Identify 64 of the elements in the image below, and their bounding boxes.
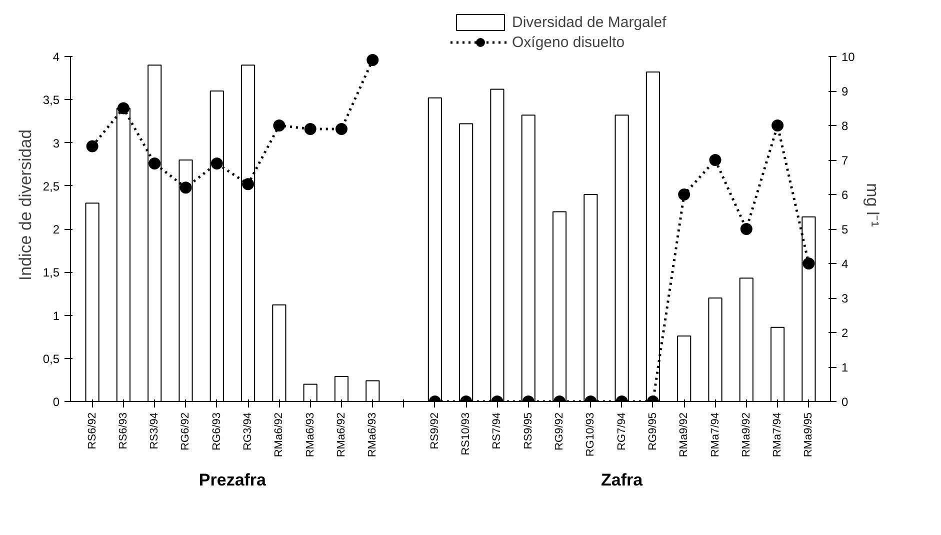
y-tick-label: 0 — [52, 395, 60, 409]
y2-axis-title: mg l⁻¹ — [862, 183, 882, 228]
y2-tick-label: 7 — [842, 154, 848, 168]
y-tick-label: 2 — [52, 222, 60, 236]
legend-label: Diversidad de Margalef — [512, 14, 666, 30]
y-tick-label: 3 — [52, 136, 60, 150]
x-tick-label: RS3/94 — [148, 412, 161, 450]
point — [802, 258, 815, 270]
x-tick-label: RMa7/94 — [772, 412, 784, 458]
y2-tick-label: 4 — [842, 257, 848, 271]
point — [740, 223, 752, 235]
text: Zafra — [601, 470, 644, 490]
y-axis-title: Indice de diversidad — [16, 129, 35, 281]
point — [86, 140, 98, 152]
x-tick-label: RS6/93 — [117, 412, 130, 450]
y2-tick-label: 10 — [842, 50, 856, 64]
x-tick-label: RG6/93 — [210, 412, 223, 450]
x-tick-label: RMa6/93 — [304, 412, 316, 458]
y2-tick-label: 8 — [842, 119, 848, 133]
y-tick-label: 3,5 — [42, 93, 60, 108]
point — [709, 154, 722, 166]
point — [180, 182, 192, 194]
x-tick-label: RS6/92 — [86, 412, 98, 450]
x-tick-label: RMa9/92 — [678, 412, 690, 458]
x-tick-label: RG9/92 — [554, 412, 566, 450]
x-tick-label: RMa6/92 — [273, 412, 286, 458]
point — [335, 122, 348, 135]
y2-tick-label: 3 — [842, 292, 848, 306]
y-tick-label: 0,5 — [42, 352, 60, 366]
y2-tick-label: 2 — [842, 326, 848, 340]
x-tick-label: RS9/92 — [428, 412, 441, 450]
x-tick-label: RG7/94 — [616, 412, 628, 450]
x-tick-label: RG9/95 — [646, 412, 659, 450]
y-tick-label: 1 — [52, 308, 60, 323]
point — [117, 102, 130, 114]
y2-tick-label: 0 — [842, 395, 848, 409]
x-tick-label: RG3/94 — [242, 412, 254, 450]
text: Prezafra — [198, 470, 267, 490]
y-tick-label: 2,5 — [42, 179, 60, 194]
y-tick-label: 4 — [52, 50, 60, 64]
legend-label: Oxígeno disuelto — [512, 34, 625, 50]
x-tick-label: RMa6/92 — [335, 412, 348, 458]
y2-tick-label: 6 — [842, 188, 848, 202]
x-tick-label: RS9/95 — [522, 412, 534, 450]
point — [772, 120, 784, 132]
x-tick-label: RS7/94 — [491, 412, 504, 450]
point — [678, 188, 690, 200]
point — [242, 178, 254, 190]
x-tick-label: RMa9/95 — [802, 412, 815, 458]
x-tick-label: RMa6/93 — [366, 412, 379, 458]
y2-tick-label: 5 — [842, 222, 848, 236]
y-tick-label: 1,5 — [42, 266, 60, 280]
point — [148, 157, 161, 170]
y2-tick-label: 9 — [842, 84, 848, 98]
x-tick-label: RMa9/92 — [740, 412, 752, 458]
point — [210, 157, 223, 170]
x-tick-label: RG10/93 — [584, 412, 597, 457]
y2-tick-label: 1 — [842, 360, 848, 374]
point — [273, 120, 286, 132]
x-tick-label: RG6/92 — [180, 412, 192, 450]
point — [304, 122, 316, 135]
point — [366, 54, 379, 66]
x-tick-label: RMa7/94 — [709, 412, 722, 458]
x-tick-label: RS10/93 — [460, 412, 472, 456]
